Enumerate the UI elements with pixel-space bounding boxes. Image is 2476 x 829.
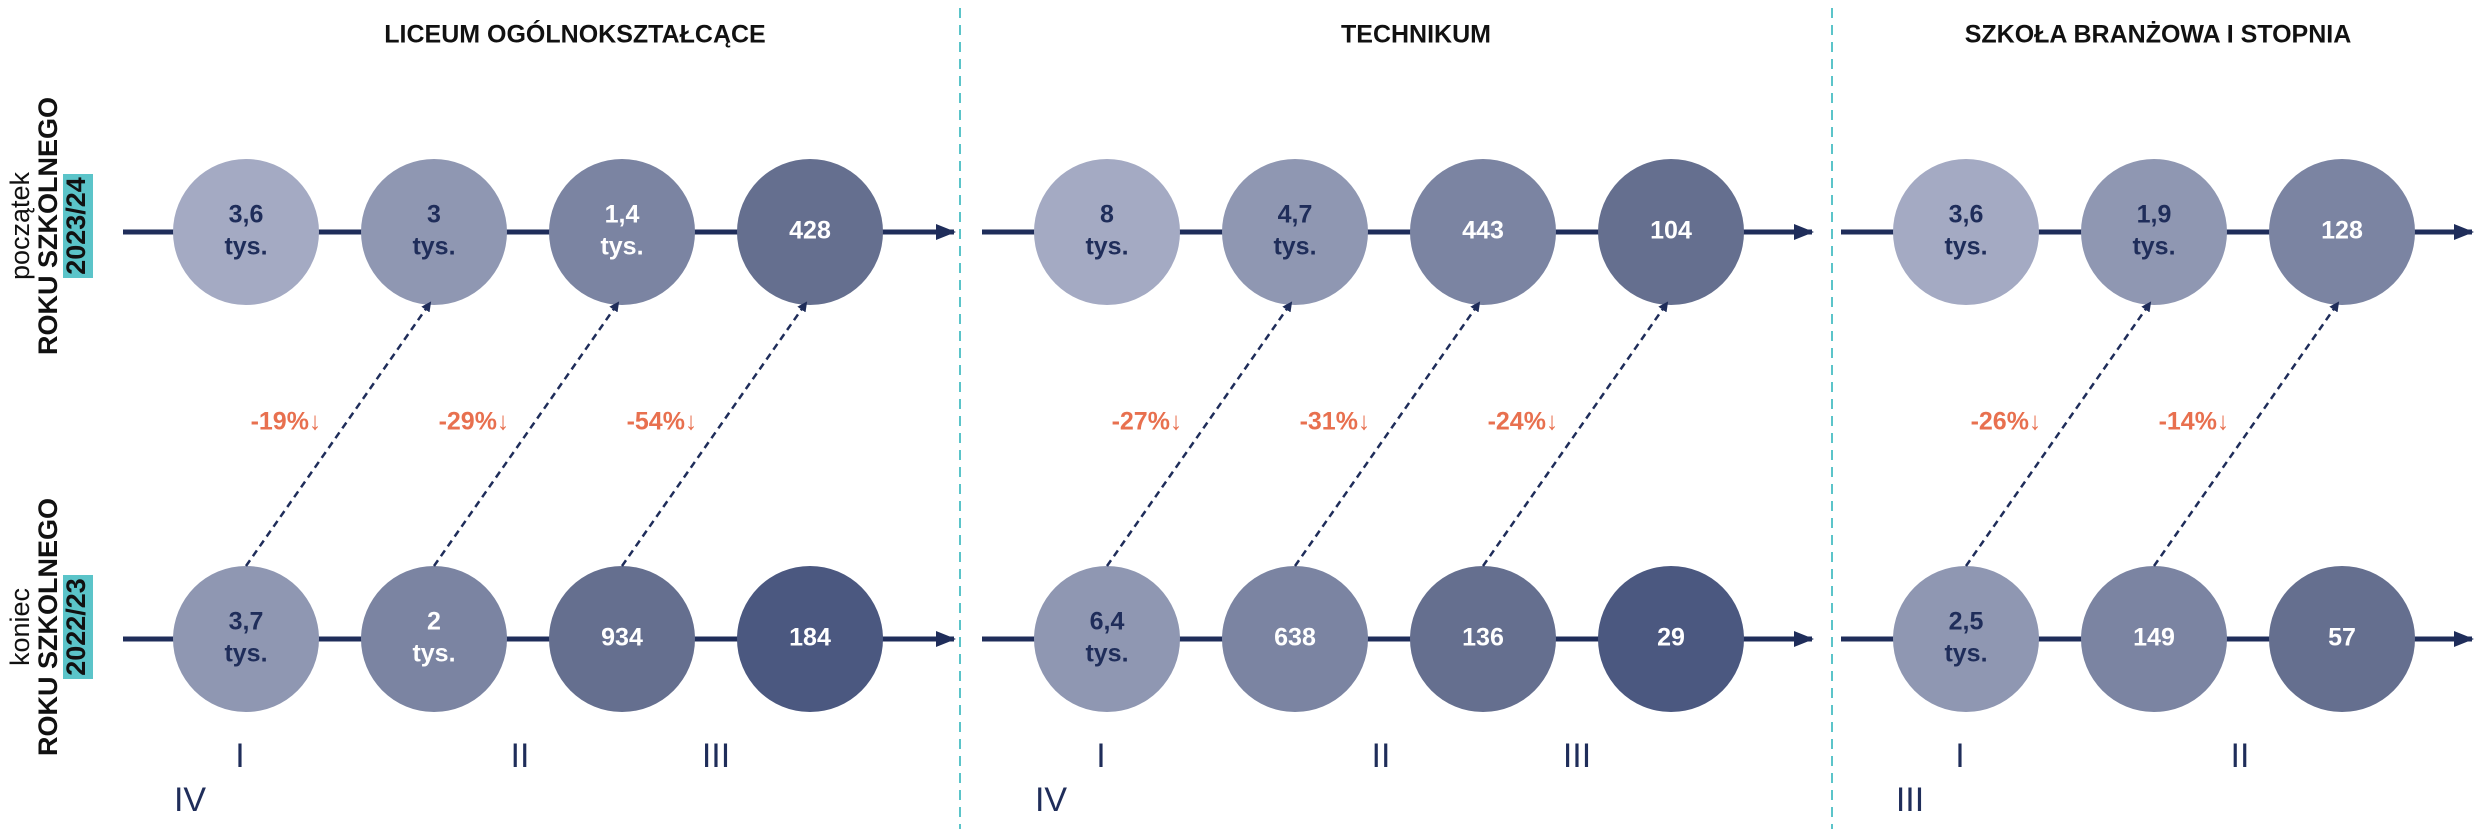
row-label-line: koniec [5,588,35,666]
circle-value: 3,7 [229,608,264,636]
circle-value: tys. [600,233,643,261]
circle [173,566,319,712]
grade-label: II [511,737,530,775]
circle-value: tys. [1944,640,1987,668]
circle-value: 4,7 [1278,201,1313,229]
circle-value: 2,5 [1949,608,1984,636]
circle-value: 57 [2328,624,2356,652]
change-label: -14%↓ [2159,408,2230,436]
section-title: LICEUM OGÓLNOKSZTAŁCĄCE [384,19,765,49]
circle [2269,159,2415,305]
circle-value: tys. [1944,233,1987,261]
circle [2081,159,2227,305]
circle-value: 128 [2321,217,2363,245]
grade-label: I [1955,737,1964,775]
change-label: -54%↓ [627,408,698,436]
grade-label: III [702,737,730,775]
circle [1893,566,2039,712]
circle-value: 3,6 [229,201,264,229]
circle [1222,566,1368,712]
row-label-line: 2022/23 [61,578,91,676]
circle [549,566,695,712]
circle-value: 1,4 [605,201,640,229]
year-highlight [63,174,93,278]
grade-label: II [2231,737,2250,775]
circle-value: 3 [427,201,441,229]
circle-value: 2 [427,608,441,636]
transition-arrow [244,301,432,567]
transition-arrow [620,301,808,567]
change-label: -27%↓ [1112,408,1183,436]
circle [1034,159,1180,305]
year-highlight [63,575,93,679]
circle-value: 934 [601,624,643,652]
circle-value: tys. [224,640,267,668]
circle [1410,566,1556,712]
circle-value: tys. [1085,640,1128,668]
section-title: SZKOŁA BRANŻOWA I STOPNIA [1965,21,2352,49]
circle [737,566,883,712]
circle-value: tys. [224,233,267,261]
circle-value: 1,9 [2137,201,2172,229]
grade-label: III [1896,781,1924,819]
change-label: -26%↓ [1971,408,2042,436]
section-title: TECHNIKUM [1341,21,1491,49]
grade-label: IV [1035,781,1067,819]
change-label: -24%↓ [1488,408,1559,436]
transition-arrow [1293,301,1481,567]
circle [1893,159,2039,305]
circle [2269,566,2415,712]
grade-label: IV [174,781,206,819]
circle [1222,159,1368,305]
circle [1410,159,1556,305]
circle [737,159,883,305]
row-label-line: 2023/24 [61,177,91,275]
circle-value: 29 [1657,624,1685,652]
change-label: -29%↓ [439,408,510,436]
circle-value: 149 [2133,624,2175,652]
circle [361,566,507,712]
circle [1598,566,1744,712]
circle [2081,566,2227,712]
transition-arrow [1964,301,2152,567]
circle-value: 638 [1274,624,1316,652]
circle-value: tys. [412,640,455,668]
transition-arrow [1105,301,1293,567]
circle-value: 184 [789,624,831,652]
circle-value: tys. [412,233,455,261]
circle-value: tys. [1085,233,1128,261]
grade-label: I [235,737,244,775]
circle [1034,566,1180,712]
grade-label: I [1096,737,1105,775]
circle [173,159,319,305]
circle-value: tys. [2132,233,2175,261]
change-label: -31%↓ [1300,408,1371,436]
grade-label: III [1563,737,1591,775]
circle-value: 443 [1462,217,1504,245]
circle [1598,159,1744,305]
change-label: -19%↓ [251,408,322,436]
circle-value: 104 [1650,217,1692,245]
circle-value: tys. [1273,233,1316,261]
circle-value: 136 [1462,624,1504,652]
circle-value: 6,4 [1090,608,1125,636]
circle-value: 8 [1100,201,1114,229]
circle-value: 428 [789,217,831,245]
row-label-line: ROKU SZKOLNEGO [33,498,63,756]
transition-arrow [1481,301,1669,567]
grade-label: II [1372,737,1391,775]
circle-value: 3,6 [1949,201,1984,229]
circle [361,159,507,305]
transition-arrow [432,301,620,567]
transition-arrow [2152,301,2340,567]
circle [549,159,695,305]
row-label-line: ROKU SZKOLNEGO [33,97,63,355]
row-label-line: początek [5,171,35,280]
